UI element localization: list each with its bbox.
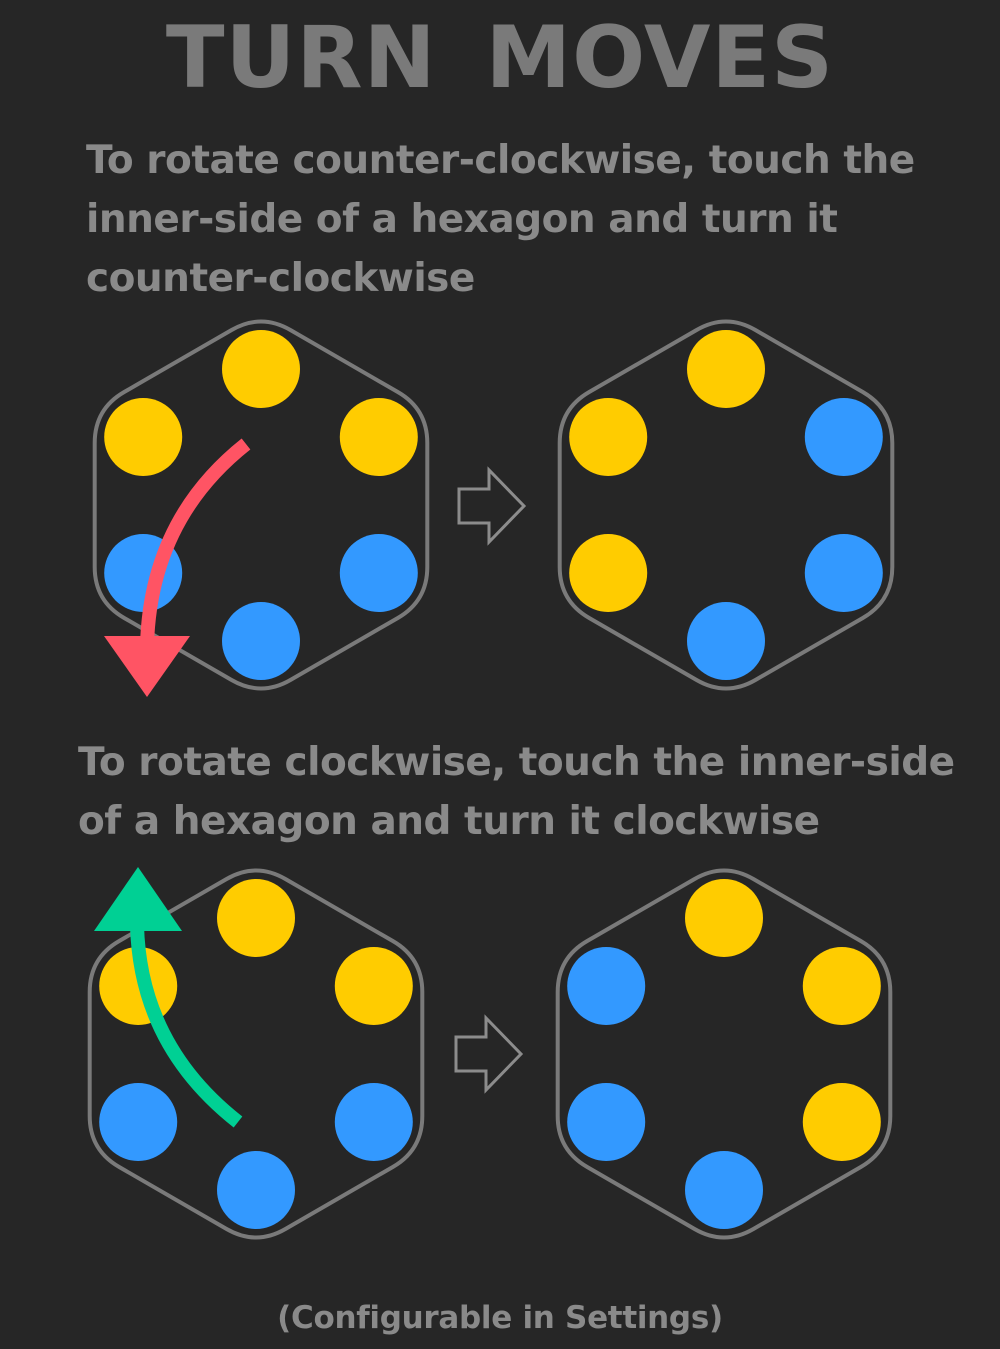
cw-after-hexagon[interactable] (555, 868, 893, 1240)
cw-before-hexagon[interactable] (87, 868, 425, 1240)
blue-piece (334, 1083, 413, 1161)
yellow-piece (687, 330, 765, 408)
settings-note: (Configurable in Settings) (277, 1300, 723, 1336)
cw-after-hexagon-group (555, 868, 893, 1240)
yellow-piece (569, 398, 648, 476)
yellow-piece (334, 947, 413, 1025)
clockwise-instruction: To rotate clockwise, touch the inner-sid… (78, 740, 955, 844)
blue-piece (99, 1083, 178, 1161)
ccw-after-hexagon[interactable] (557, 319, 895, 691)
blue-piece (222, 602, 300, 680)
blue-piece (687, 602, 765, 680)
cw-transition-arrow-icon (454, 1014, 524, 1094)
yellow-piece (339, 398, 418, 476)
ccw-after-hexagon-group (557, 319, 895, 691)
yellow-piece (217, 879, 295, 957)
yellow-piece (802, 947, 881, 1025)
cw-arrow-icon (94, 867, 243, 1128)
page-title: TURN MOVES (165, 8, 835, 108)
counter-clockwise-instruction: To rotate counter-clockwise, touch the i… (86, 138, 915, 301)
yellow-piece (222, 330, 300, 408)
blue-piece (217, 1151, 295, 1229)
blue-piece (685, 1151, 763, 1229)
cw-after-pieces (567, 879, 881, 1229)
blue-piece (804, 398, 883, 476)
ccw-before-hexagon[interactable] (92, 319, 430, 691)
blue-piece (339, 534, 418, 612)
ccw-after-pieces (569, 330, 883, 680)
blue-piece (804, 534, 883, 612)
yellow-piece (104, 398, 183, 476)
ccw-transition-arrow-icon (457, 466, 527, 546)
blue-piece (567, 1083, 646, 1161)
yellow-piece (685, 879, 763, 957)
ccw-arrow-icon (104, 438, 251, 697)
blue-piece (567, 947, 646, 1025)
yellow-piece (802, 1083, 881, 1161)
cw-before-pieces (99, 879, 413, 1229)
yellow-piece (569, 534, 648, 612)
